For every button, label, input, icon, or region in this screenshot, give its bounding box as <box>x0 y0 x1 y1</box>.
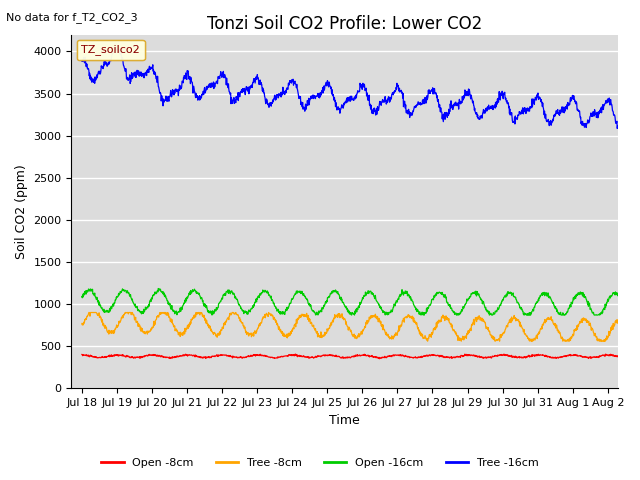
Title: Tonzi Soil CO2 Profile: Lower CO2: Tonzi Soil CO2 Profile: Lower CO2 <box>207 15 483 33</box>
Legend: Open -8cm, Tree -8cm, Open -16cm, Tree -16cm: Open -8cm, Tree -8cm, Open -16cm, Tree -… <box>97 453 543 472</box>
X-axis label: Time: Time <box>330 414 360 427</box>
Legend: TZ_soilco2: TZ_soilco2 <box>77 40 145 60</box>
Y-axis label: Soil CO2 (ppm): Soil CO2 (ppm) <box>15 164 28 259</box>
Text: No data for f_T2_CO2_3: No data for f_T2_CO2_3 <box>6 12 138 23</box>
